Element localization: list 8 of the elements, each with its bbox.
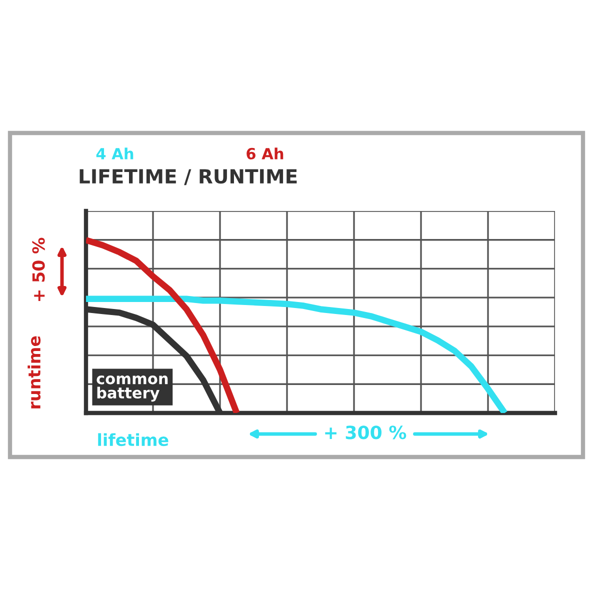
text: 4 Ah — [96, 148, 134, 160]
chart-title: LIFETIME / RUNTIME — [80, 169, 297, 186]
series-label: common battery — [96, 376, 168, 402]
text: + 300 % — [325, 426, 406, 440]
y-axis-title: runtime — [28, 336, 41, 408]
text: 6 Ah — [246, 148, 284, 160]
text: + 50 % — [32, 238, 45, 301]
x-axis-title: lifetime — [98, 433, 168, 446]
